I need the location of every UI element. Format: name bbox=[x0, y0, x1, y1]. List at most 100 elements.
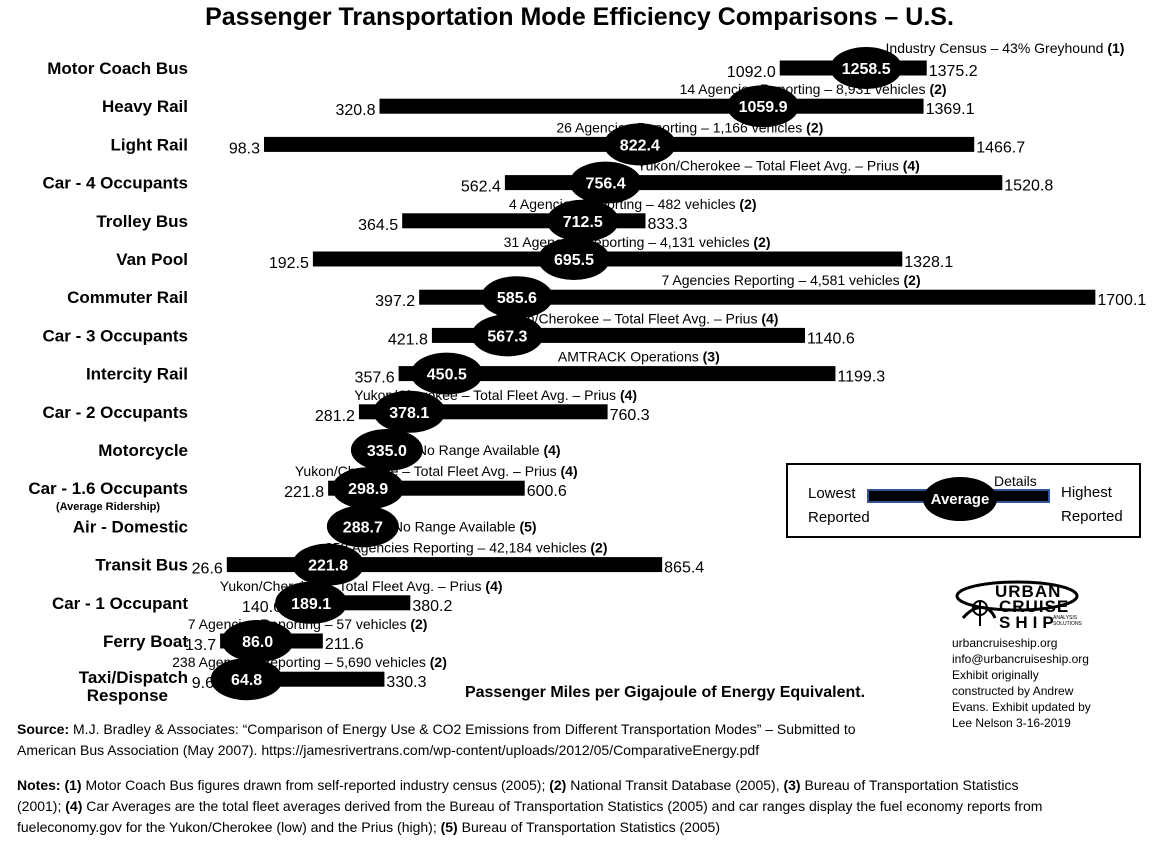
detail-label: Industry Census – 43% Greyhound (1) bbox=[886, 40, 1125, 56]
note-text-4: Car Averages are the total fleet average… bbox=[82, 798, 1043, 814]
high-value-label: 833.3 bbox=[647, 216, 687, 233]
source-line-1: M.J. Bradley & Associates: “Comparison o… bbox=[69, 721, 856, 737]
range-bar-chart: Motor Coach Bus 1092.0 1375.2 1258.5 Industr… bbox=[28, 40, 1146, 705]
average-value-label: 1059.9 bbox=[739, 99, 788, 116]
high-value-label: 1520.8 bbox=[1004, 178, 1053, 195]
detail-label: AMTRACK Operations (3) bbox=[558, 349, 720, 365]
category-label: Car - 3 Occupants bbox=[43, 326, 189, 345]
high-value-label: 760.3 bbox=[610, 407, 650, 424]
detail-label: 353 Agencies Reporting – 42,184 vehicles… bbox=[325, 540, 608, 556]
contact-info: urbancruiseship.org info@urbancruiseship… bbox=[952, 635, 1091, 731]
high-value-label: 1199.3 bbox=[837, 369, 885, 386]
credit-line-2: constructed by Andrew bbox=[952, 684, 1074, 698]
category-label: Car - 4 Occupants bbox=[43, 174, 189, 193]
note-text-3: Bureau of Transportation Statistics bbox=[800, 777, 1019, 793]
category-label: Heavy Rail bbox=[102, 97, 188, 116]
category-label: Motor Coach Bus bbox=[47, 59, 188, 78]
category-label: Intercity Rail bbox=[86, 365, 188, 384]
low-value-label: 192.5 bbox=[269, 255, 309, 272]
detail-label: 31 Agencies Reporting – 4,131 vehicles (… bbox=[504, 234, 771, 250]
low-value-label: 397.2 bbox=[375, 293, 415, 310]
legend-lowest: Lowest bbox=[808, 485, 856, 502]
high-value-label: 380.2 bbox=[412, 598, 452, 615]
average-marker bbox=[480, 276, 553, 319]
legend-reported-left: Reported bbox=[808, 509, 870, 526]
low-value-label: 98.3 bbox=[229, 140, 260, 157]
average-marker bbox=[471, 314, 544, 357]
average-marker bbox=[210, 658, 283, 701]
x-axis-label: Passenger Miles per Gigajoule of Energy … bbox=[465, 684, 865, 701]
high-value-label: 1140.6 bbox=[807, 330, 855, 347]
high-value-label: 1466.7 bbox=[976, 139, 1025, 156]
contact-email: info@urbancruiseship.org bbox=[952, 652, 1089, 666]
detail-label: Yukon/Cherokee – Total Fleet Avg. – Priu… bbox=[637, 158, 920, 174]
low-value-label: 9.6 bbox=[192, 675, 214, 692]
source-line-2: American Bus Association (May 2007). htt… bbox=[17, 742, 760, 758]
average-value-label: 221.8 bbox=[308, 558, 348, 575]
logo-ship-icon bbox=[955, 580, 1079, 626]
low-value-label: 562.4 bbox=[461, 179, 501, 196]
average-marker bbox=[221, 620, 294, 662]
average-value-label: 695.5 bbox=[554, 252, 594, 269]
low-value-label: 421.8 bbox=[388, 331, 428, 348]
note-text-3b: (2001); bbox=[17, 798, 66, 814]
average-marker bbox=[410, 352, 483, 395]
average-value-label: 822.4 bbox=[620, 137, 660, 154]
category-label: Motorcycle bbox=[98, 441, 188, 460]
chart-title: Passenger Transportation Mode Efficiency… bbox=[205, 3, 954, 31]
high-value-label: 211.6 bbox=[325, 636, 364, 653]
range-bar bbox=[398, 366, 836, 382]
high-value-label: 1369.1 bbox=[926, 101, 975, 118]
category-label: Air - Domestic bbox=[73, 517, 188, 536]
low-value-label: 320.8 bbox=[335, 102, 375, 119]
detail-label: No Range Available (4) bbox=[417, 442, 561, 458]
low-value-label: 1092.0 bbox=[727, 64, 776, 81]
average-marker bbox=[537, 238, 610, 280]
note-text-1: Motor Coach Bus figures drawn from self-… bbox=[81, 777, 550, 793]
detail-label: 7 Agencies Reporting – 4,581 vehicles (2… bbox=[661, 272, 920, 288]
average-marker bbox=[546, 199, 619, 242]
low-value-label: 140.6 bbox=[242, 599, 282, 616]
note-text-5: Bureau of Transportation Statistics (200… bbox=[457, 819, 720, 835]
note-ref-5: (5) bbox=[440, 819, 458, 835]
low-value-label: 364.5 bbox=[358, 217, 398, 234]
detail-label: 4 Agencies Reporting – 482 vehicles (2) bbox=[509, 196, 757, 212]
range-bar bbox=[419, 289, 1096, 305]
average-value-label: 335.0 bbox=[367, 443, 407, 460]
legend-average-marker: Average bbox=[923, 477, 997, 521]
low-value-label: 357.6 bbox=[355, 370, 395, 387]
detail-label: Yukon/Cherokee – Total Fleet Avg. – Priu… bbox=[220, 578, 503, 594]
category-label: Van Pool bbox=[116, 250, 188, 269]
category-label: Transit Bus bbox=[95, 556, 188, 575]
average-marker bbox=[326, 505, 399, 548]
average-value-label: 298.9 bbox=[348, 481, 388, 498]
detail-label: Yukon/Cherokee – Total Fleet Avg. – Priu… bbox=[496, 310, 779, 326]
credit-line-4: Lee Nelson 3-16-2019 bbox=[952, 716, 1071, 730]
low-value-label: 221.8 bbox=[284, 484, 324, 501]
detail-label: 7 Agencies Reporting – 57 vehicles (2) bbox=[188, 616, 428, 632]
average-value-label: 86.0 bbox=[242, 634, 273, 651]
credit-line-1: Exhibit originally bbox=[952, 668, 1039, 682]
high-value-label: 600.6 bbox=[527, 483, 567, 500]
note-ref-3: (3) bbox=[783, 777, 801, 793]
category-label: Ferry Boat bbox=[103, 632, 188, 651]
note-text-2: National Transit Database (2005), bbox=[566, 777, 784, 793]
legend-details: Details bbox=[994, 473, 1037, 489]
range-bar bbox=[379, 98, 924, 114]
category-label: Trolley Bus bbox=[96, 212, 188, 231]
low-value-label: 26.6 bbox=[192, 561, 223, 578]
note-ref-4: (4) bbox=[65, 798, 83, 814]
note-ref-1: (1) bbox=[64, 777, 82, 793]
category-label: Taxi/Dispatch bbox=[79, 668, 188, 687]
note-text-4b: fueleconomy.gov for the Yukon/Cherokee (… bbox=[17, 819, 441, 835]
category-label: Commuter Rail bbox=[67, 288, 188, 307]
average-marker bbox=[569, 161, 642, 204]
average-marker bbox=[332, 467, 405, 510]
category-label: Response bbox=[87, 686, 168, 705]
average-marker bbox=[292, 543, 365, 586]
low-value-label: 13.7 bbox=[185, 637, 216, 654]
average-value-label: 756.4 bbox=[586, 176, 626, 193]
category-label: Car - 1 Occupant bbox=[52, 594, 188, 613]
high-value-label: 1700.1 bbox=[1097, 292, 1146, 309]
high-value-label: 865.4 bbox=[664, 560, 704, 577]
